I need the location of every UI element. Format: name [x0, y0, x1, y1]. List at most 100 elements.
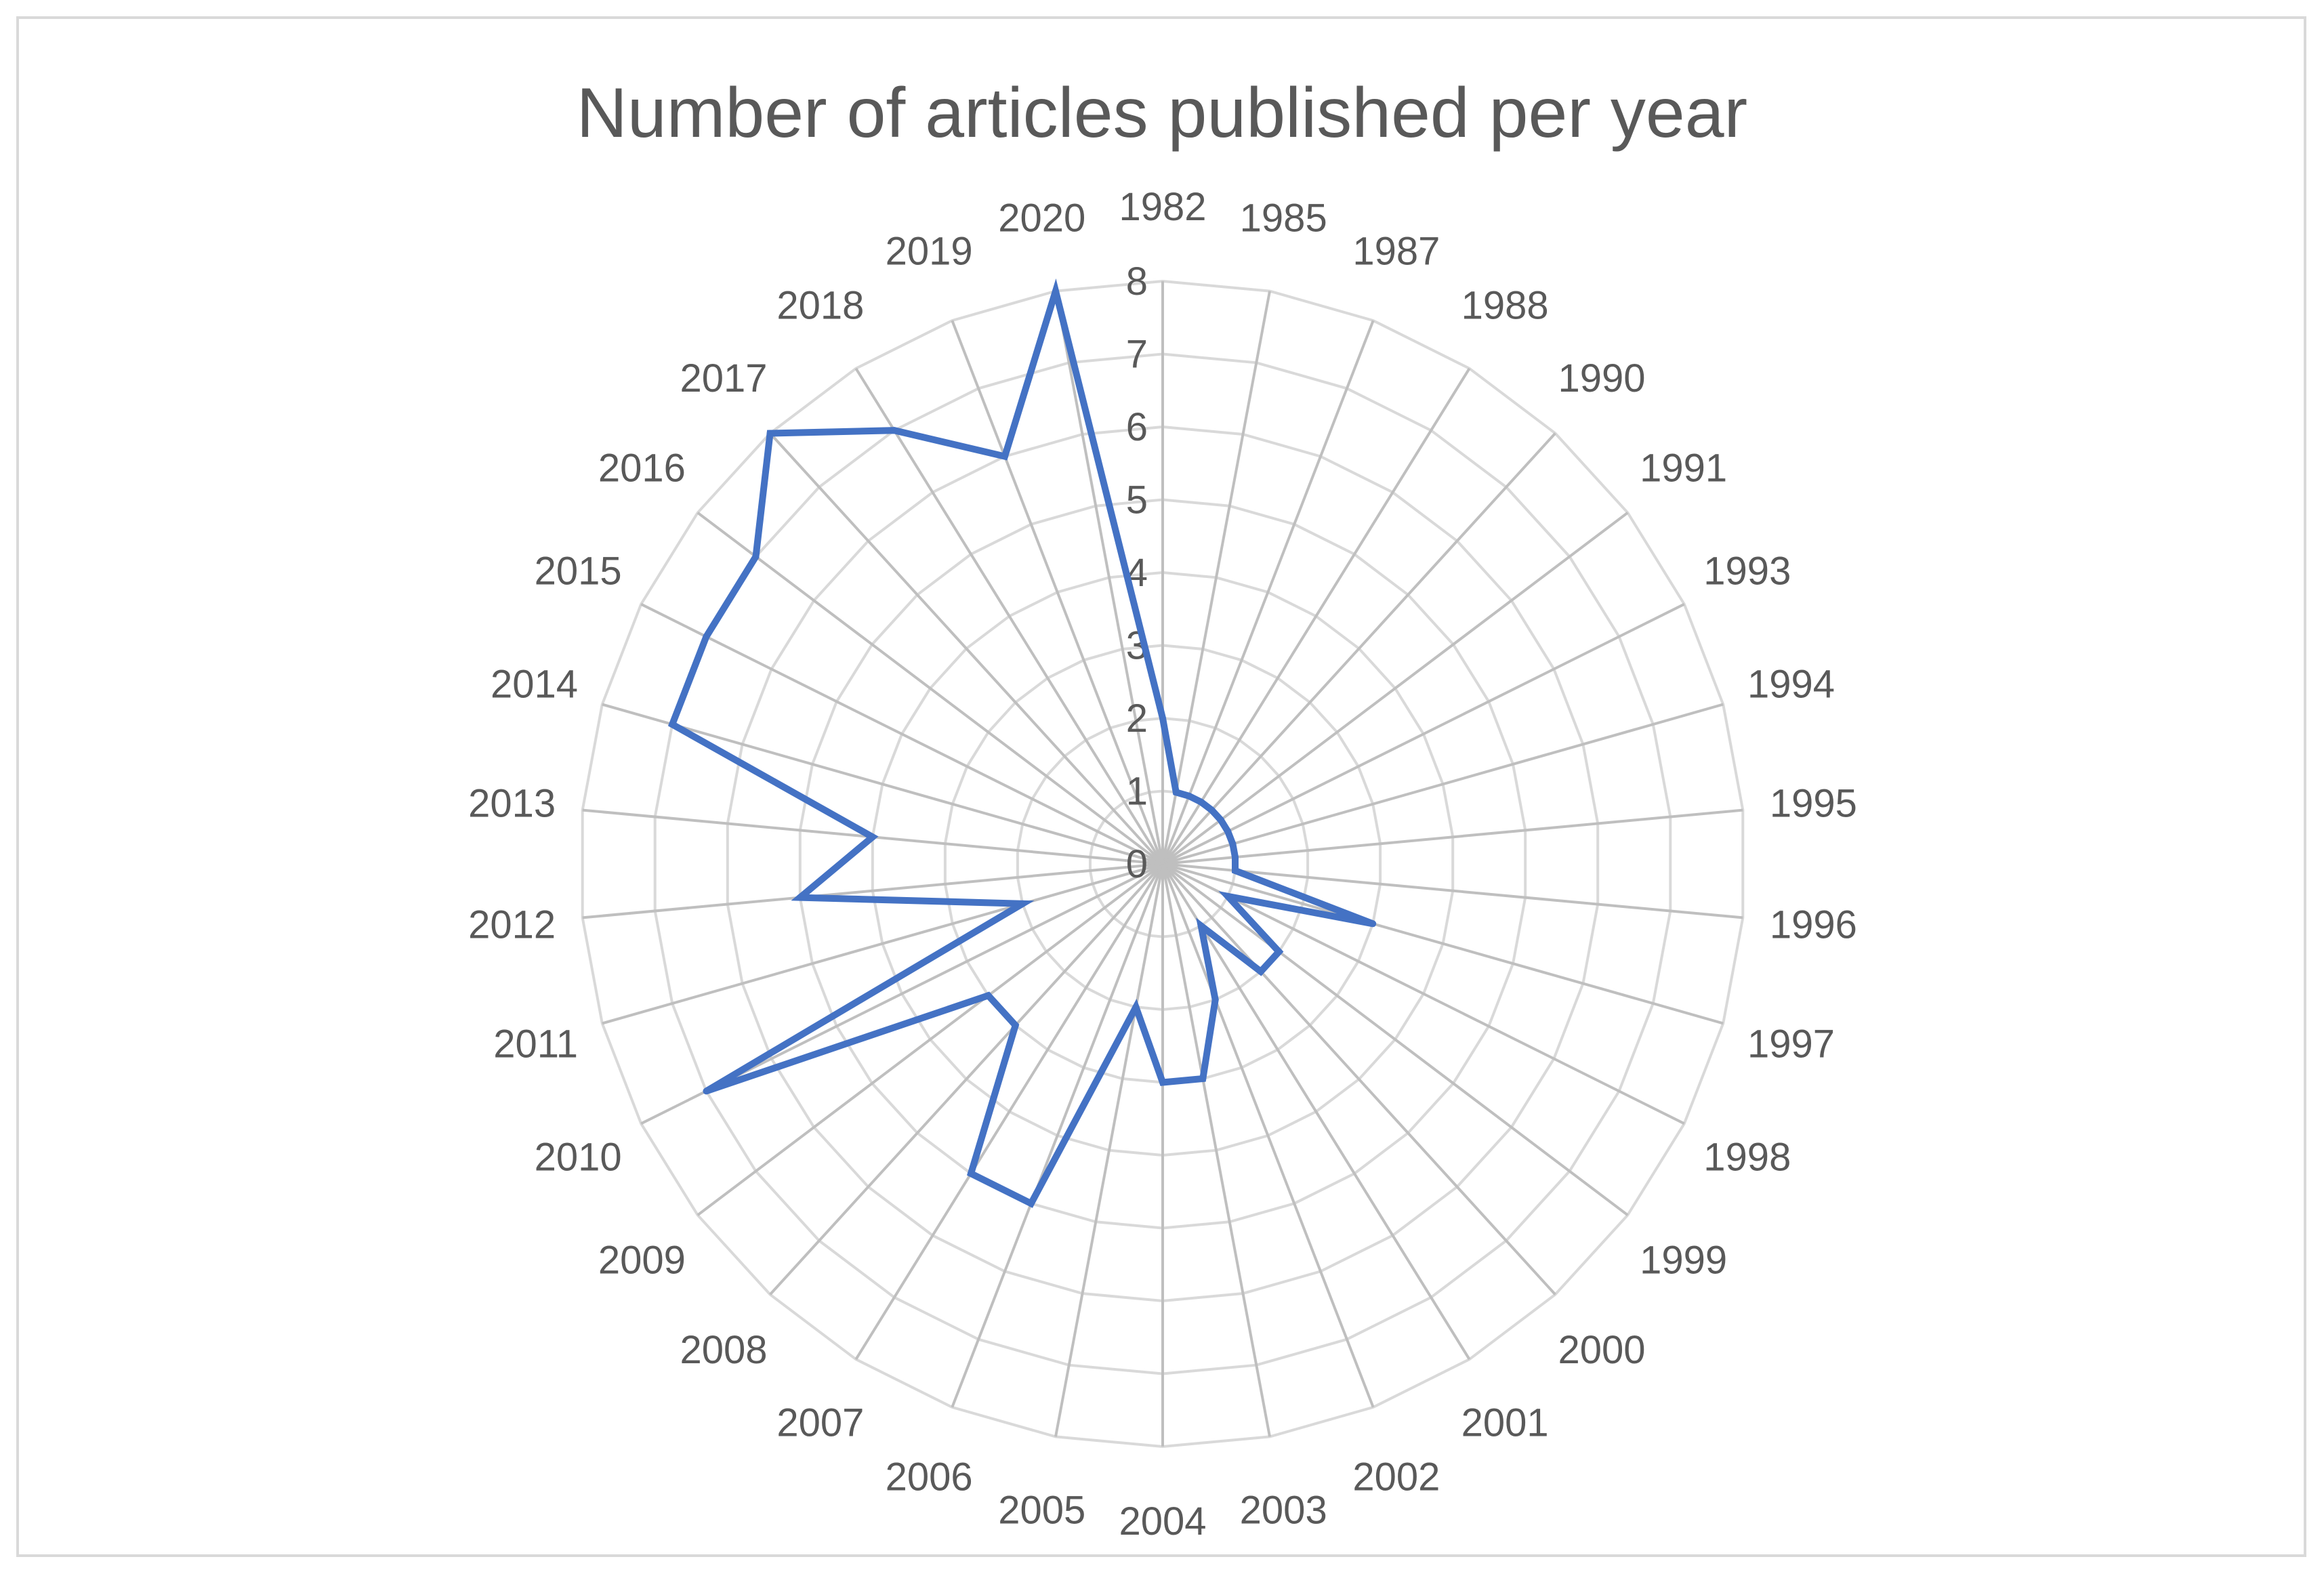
data-point [1199, 1075, 1207, 1082]
category-label: 2012 [468, 903, 556, 947]
spoke-line [1162, 863, 1743, 919]
data-point [1001, 453, 1008, 460]
data-point [796, 894, 804, 901]
data-point [1217, 816, 1224, 824]
category-label: 2001 [1461, 1401, 1549, 1445]
radial-tick-label: 6 [1126, 405, 1148, 449]
category-label: 2016 [598, 446, 686, 490]
data-point [1232, 854, 1239, 861]
data-point [669, 721, 676, 728]
spoke-line [951, 863, 1164, 1408]
data-point [1052, 287, 1059, 295]
category-label: 2018 [776, 283, 864, 327]
data-point [1027, 1200, 1035, 1207]
spoke-line [640, 602, 1163, 865]
data-point [869, 833, 876, 841]
data-point [1232, 867, 1239, 874]
data-point [1369, 920, 1377, 928]
data-point [766, 430, 774, 437]
category-label: 2013 [468, 782, 556, 826]
category-label: 2017 [680, 356, 767, 400]
category-label: 2010 [535, 1135, 622, 1179]
spoke-line [769, 863, 1164, 1295]
spoke-line [1161, 863, 1556, 1295]
spoke-line [1162, 863, 1724, 1025]
spoke-line [1161, 291, 1271, 865]
data-point [1172, 789, 1180, 796]
radial-tick-label: 5 [1126, 478, 1148, 522]
category-label: 2011 [493, 1022, 578, 1066]
category-label: 1996 [1770, 903, 1857, 947]
data-point [703, 633, 710, 640]
category-label: 2000 [1558, 1328, 1646, 1372]
chart-title: Number of articles published per year [576, 74, 1748, 152]
data-point [1275, 948, 1283, 955]
data-point [752, 553, 760, 560]
radial-tick-label: 2 [1126, 697, 1148, 741]
category-label: 1988 [1461, 283, 1549, 327]
category-label: 2003 [1240, 1489, 1327, 1533]
spoke-line [697, 863, 1164, 1216]
category-label: 1993 [1703, 549, 1791, 594]
category-label: 1999 [1640, 1239, 1727, 1283]
data-point [968, 1170, 974, 1177]
category-label: 2002 [1352, 1455, 1440, 1499]
category-label: 2005 [998, 1489, 1085, 1533]
spoke-line [602, 863, 1163, 1025]
category-label: 1997 [1747, 1022, 1835, 1066]
spoke-line [1161, 863, 1271, 1437]
data-point [1159, 1079, 1166, 1086]
spoke-line [1162, 602, 1685, 865]
category-label: 1994 [1747, 663, 1835, 707]
spoke-line [854, 367, 1164, 865]
category-label: 1990 [1558, 356, 1646, 400]
data-point [1197, 922, 1205, 930]
radial-tick-label: 7 [1126, 333, 1148, 377]
data-point [1211, 996, 1219, 1003]
spoke-line [1161, 512, 1629, 865]
radial-tick-label: 0 [1126, 842, 1148, 886]
spoke-line [1162, 863, 1685, 1125]
spoke-line [582, 863, 1163, 919]
data-point [984, 992, 992, 999]
spoke-line [1161, 367, 1471, 865]
category-label: 1995 [1770, 782, 1857, 826]
data-point [1012, 1022, 1019, 1029]
category-label: 1985 [1240, 196, 1327, 241]
radial-tick-label: 1 [1126, 770, 1148, 814]
category-label: 1998 [1703, 1135, 1791, 1179]
category-label: 2020 [998, 196, 1085, 241]
spoke-line [1161, 320, 1375, 865]
data-point [1208, 806, 1216, 814]
spoke-line [1161, 863, 1471, 1361]
category-label: 1982 [1119, 185, 1206, 229]
category-label: 2006 [886, 1455, 973, 1499]
data-point [1019, 900, 1026, 907]
spoke-line [602, 703, 1163, 865]
spoke-line [1054, 291, 1164, 865]
spoke-line [1162, 808, 1743, 865]
category-label: 2019 [886, 230, 973, 274]
radial-tick-label: 8 [1126, 260, 1148, 304]
spoke-line [769, 432, 1164, 865]
data-point [703, 1087, 710, 1095]
category-label: 2009 [598, 1239, 686, 1283]
data-point [1159, 715, 1166, 722]
data-point [1197, 798, 1205, 806]
spoke-line [1162, 703, 1724, 865]
category-label: 2008 [680, 1328, 767, 1372]
spoke-line [697, 512, 1164, 865]
category-label: 2007 [776, 1401, 864, 1445]
spoke-line [854, 863, 1164, 1361]
category-label: 2004 [1119, 1499, 1206, 1543]
spoke-line [951, 320, 1164, 865]
category-label: 2015 [535, 549, 622, 594]
spoke-line [1161, 432, 1556, 865]
category-label: 1987 [1352, 230, 1440, 274]
spoke-line [1054, 863, 1164, 1437]
data-point [1185, 792, 1192, 800]
spoke-line [1161, 863, 1629, 1216]
data-point [1257, 968, 1264, 975]
category-label: 1991 [1640, 446, 1727, 490]
